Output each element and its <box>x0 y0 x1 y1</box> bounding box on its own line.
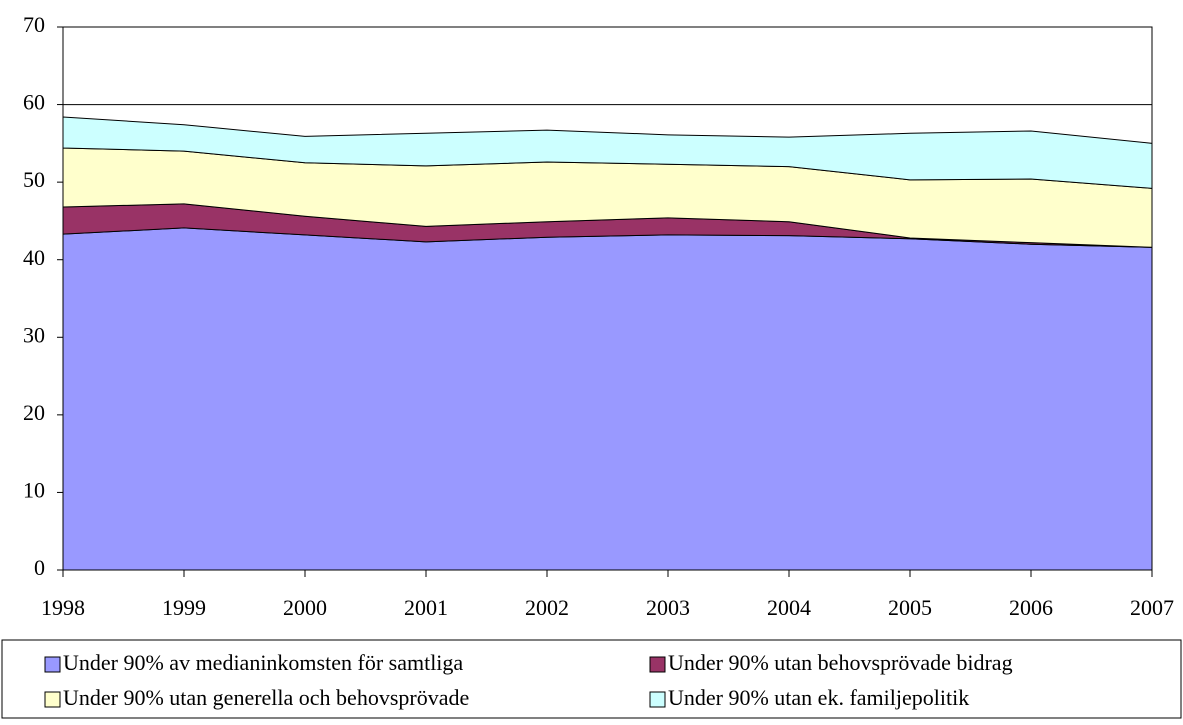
legend-label: Under 90% utan ek. familjepolitik <box>668 685 969 710</box>
x-tick-label: 1999 <box>162 595 206 620</box>
x-tick-label: 2005 <box>888 595 932 620</box>
x-tick-label: 2006 <box>1009 595 1053 620</box>
x-tick-label: 2004 <box>767 595 811 620</box>
legend-swatch <box>649 691 666 708</box>
y-tick-label: 20 <box>23 400 45 425</box>
y-tick-label: 70 <box>23 12 45 37</box>
y-tick-label: 40 <box>23 245 45 270</box>
legend-box <box>1 639 1182 719</box>
y-tick-label: 0 <box>34 555 45 580</box>
x-tick-label: 2001 <box>404 595 448 620</box>
legend-label: Under 90% av medianinkomsten för samtlig… <box>63 650 463 675</box>
y-tick-label: 50 <box>23 167 45 192</box>
x-tick-label: 2002 <box>525 595 569 620</box>
legend-swatch <box>649 656 666 673</box>
legend-label: Under 90% utan behovsprövade bidrag <box>668 650 1013 675</box>
x-tick-label: 2000 <box>283 595 327 620</box>
x-tick-label: 2007 <box>1130 595 1174 620</box>
legend-swatch <box>44 656 61 673</box>
legend-label: Under 90% utan generella och behovspröva… <box>63 685 469 710</box>
plot-border <box>62 26 1153 571</box>
x-tick-label: 2003 <box>646 595 690 620</box>
y-tick-label: 60 <box>23 90 45 115</box>
y-tick-label: 30 <box>23 322 45 347</box>
x-tick-label: 1998 <box>41 595 85 620</box>
legend-swatch <box>44 691 61 708</box>
y-tick-label: 10 <box>23 477 45 502</box>
area <box>62 227 1153 571</box>
